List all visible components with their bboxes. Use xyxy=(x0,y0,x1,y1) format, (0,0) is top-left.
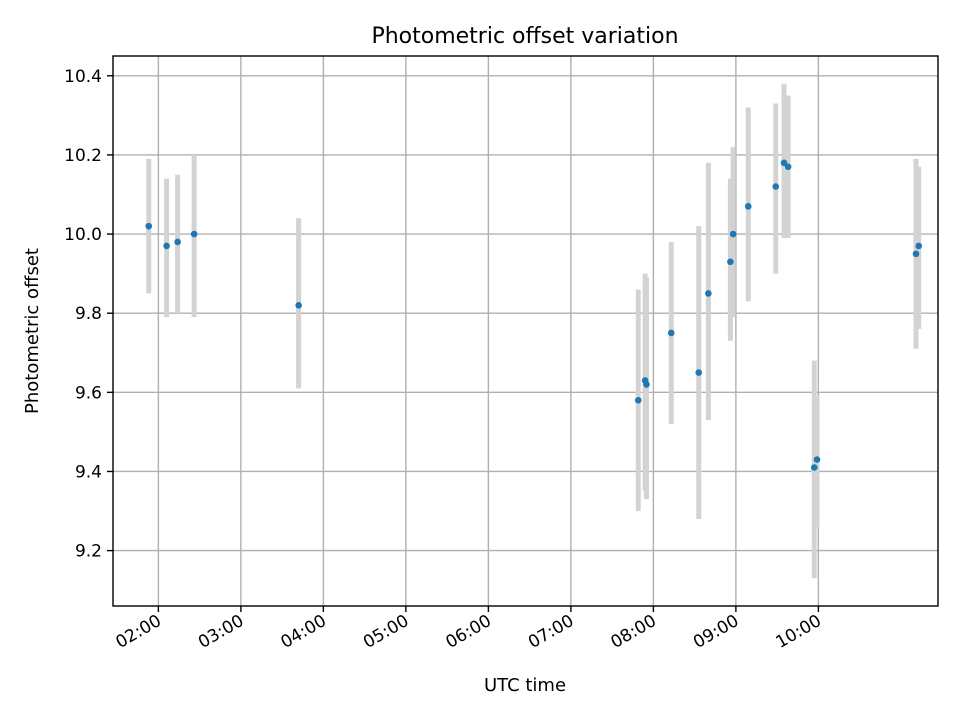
data-point xyxy=(780,159,788,167)
y-tick-label: 10.4 xyxy=(64,67,102,87)
y-tick-label: 9.6 xyxy=(75,383,102,403)
y-tick-label: 9.4 xyxy=(75,462,102,482)
data-point xyxy=(695,369,703,376)
data-point xyxy=(729,230,737,238)
data-point xyxy=(784,163,792,171)
data-point xyxy=(667,329,675,337)
x-axis-label: UTC time xyxy=(484,675,566,696)
data-point xyxy=(295,301,302,309)
y-tick-label: 9.2 xyxy=(75,542,102,562)
grid-layer xyxy=(113,56,938,606)
chart-title: Photometric offset variation xyxy=(371,24,678,49)
y-tick-label: 9.8 xyxy=(75,304,102,324)
data-point xyxy=(705,290,712,297)
data-point xyxy=(915,242,923,250)
plot-frame xyxy=(112,55,939,607)
data-point xyxy=(163,242,170,250)
data-point-layer xyxy=(145,159,923,471)
data-point xyxy=(813,456,821,463)
data-point xyxy=(174,238,181,246)
data-point xyxy=(634,396,642,404)
data-point xyxy=(912,250,920,258)
y-axis-label: Photometric offset xyxy=(22,248,43,414)
y-tick-label: 10.0 xyxy=(64,225,102,245)
data-point xyxy=(810,464,818,471)
data-point xyxy=(145,222,153,230)
y-tick-label: 10.2 xyxy=(64,146,102,166)
data-point xyxy=(772,183,780,190)
data-point xyxy=(643,381,650,388)
data-point xyxy=(727,258,734,266)
data-point xyxy=(190,230,198,238)
data-point xyxy=(744,203,752,210)
